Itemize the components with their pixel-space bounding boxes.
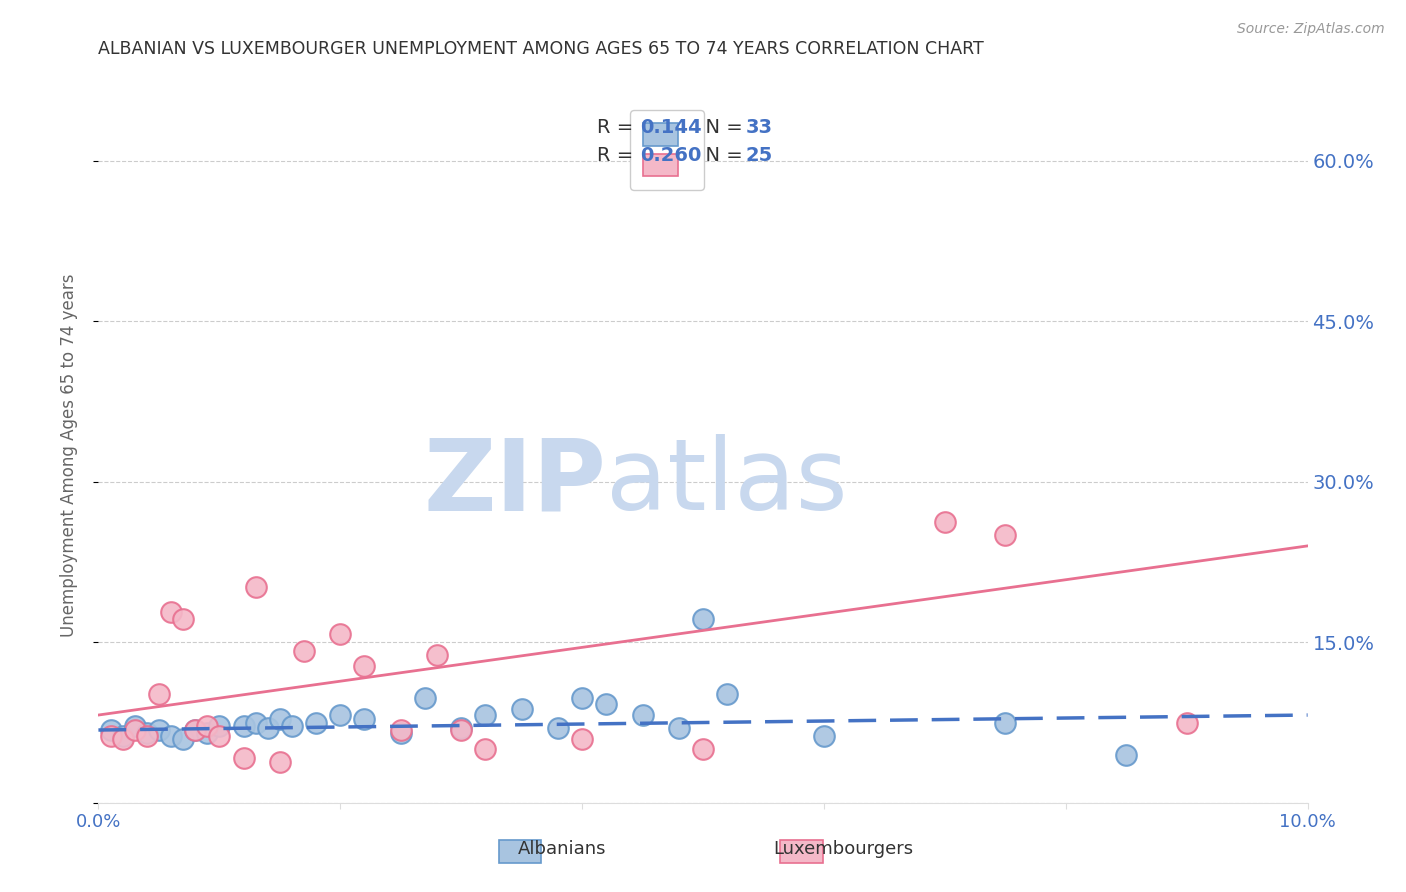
Point bbox=[195, 719, 218, 733]
Point bbox=[269, 755, 291, 769]
Point bbox=[269, 712, 291, 726]
Point bbox=[994, 715, 1017, 730]
Point bbox=[111, 731, 134, 746]
Point bbox=[148, 687, 170, 701]
Text: 0.144: 0.144 bbox=[640, 119, 702, 137]
Point bbox=[450, 723, 472, 737]
Point bbox=[389, 723, 412, 737]
Point bbox=[135, 730, 157, 744]
Point bbox=[595, 698, 617, 712]
Point bbox=[232, 751, 254, 765]
Point bbox=[111, 730, 134, 744]
Point bbox=[329, 626, 352, 640]
Point bbox=[353, 712, 375, 726]
Point bbox=[389, 726, 412, 740]
Point bbox=[148, 723, 170, 737]
Point bbox=[208, 719, 231, 733]
FancyBboxPatch shape bbox=[499, 840, 541, 863]
Text: N =: N = bbox=[693, 146, 749, 165]
Point bbox=[100, 730, 122, 744]
Text: Luxembourgers: Luxembourgers bbox=[773, 840, 914, 858]
Text: ZIP: ZIP bbox=[423, 434, 606, 532]
Point bbox=[474, 742, 496, 756]
Point bbox=[281, 719, 304, 733]
Point bbox=[631, 708, 654, 723]
FancyBboxPatch shape bbox=[780, 840, 823, 863]
Point bbox=[413, 690, 436, 705]
Point bbox=[1175, 715, 1198, 730]
Point bbox=[547, 721, 569, 735]
Point bbox=[160, 605, 183, 619]
Point bbox=[184, 723, 207, 737]
Point bbox=[668, 721, 690, 735]
Text: Source: ZipAtlas.com: Source: ZipAtlas.com bbox=[1237, 22, 1385, 37]
Point bbox=[195, 726, 218, 740]
Point bbox=[474, 708, 496, 723]
Point bbox=[124, 719, 146, 733]
Point bbox=[934, 516, 956, 530]
Text: R =: R = bbox=[596, 119, 640, 137]
Point bbox=[245, 715, 267, 730]
Point bbox=[135, 726, 157, 740]
Point bbox=[692, 742, 714, 756]
Point bbox=[172, 731, 194, 746]
Point bbox=[329, 708, 352, 723]
Point bbox=[426, 648, 449, 662]
Point bbox=[692, 612, 714, 626]
Point bbox=[208, 730, 231, 744]
Point bbox=[353, 658, 375, 673]
Text: N =: N = bbox=[693, 119, 749, 137]
Point bbox=[232, 719, 254, 733]
Point bbox=[184, 723, 207, 737]
Point bbox=[292, 644, 315, 658]
Text: 33: 33 bbox=[745, 119, 772, 137]
Text: Albanians: Albanians bbox=[519, 840, 606, 858]
Text: ALBANIAN VS LUXEMBOURGER UNEMPLOYMENT AMONG AGES 65 TO 74 YEARS CORRELATION CHAR: ALBANIAN VS LUXEMBOURGER UNEMPLOYMENT AM… bbox=[98, 40, 984, 58]
Point bbox=[1115, 747, 1137, 762]
Point bbox=[124, 723, 146, 737]
Point bbox=[305, 715, 328, 730]
Point bbox=[571, 690, 593, 705]
Point bbox=[571, 731, 593, 746]
Point bbox=[160, 730, 183, 744]
Text: 25: 25 bbox=[745, 146, 772, 165]
Text: 0.260: 0.260 bbox=[640, 146, 702, 165]
Point bbox=[450, 721, 472, 735]
Point bbox=[245, 580, 267, 594]
Y-axis label: Unemployment Among Ages 65 to 74 years: Unemployment Among Ages 65 to 74 years bbox=[59, 273, 77, 637]
Point bbox=[510, 701, 533, 715]
Text: atlas: atlas bbox=[606, 434, 848, 532]
Point bbox=[813, 730, 835, 744]
Point bbox=[100, 723, 122, 737]
Point bbox=[716, 687, 738, 701]
Point bbox=[172, 612, 194, 626]
Legend: , : , bbox=[630, 110, 703, 190]
Point bbox=[994, 528, 1017, 542]
Text: R =: R = bbox=[596, 146, 640, 165]
Point bbox=[256, 721, 278, 735]
